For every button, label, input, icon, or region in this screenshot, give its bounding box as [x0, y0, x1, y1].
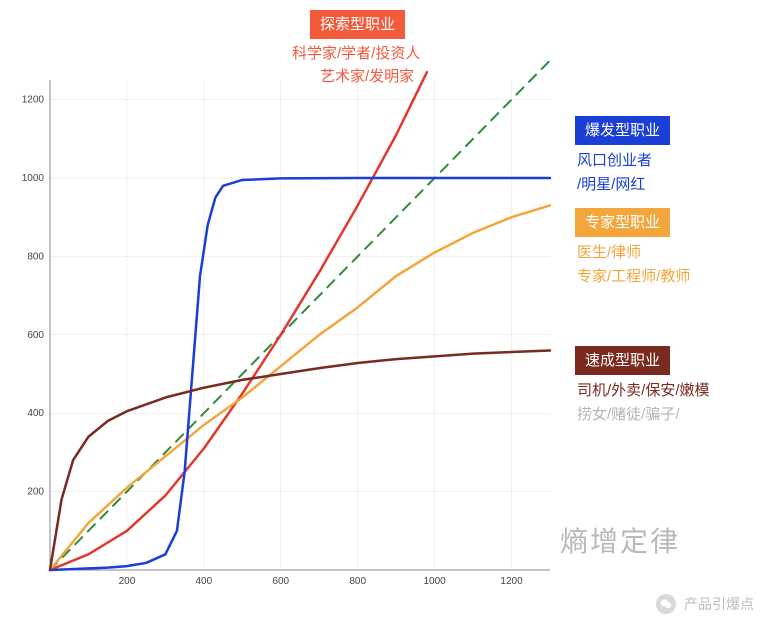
legend-explorer-line1: 科学家/学者/投资人 [292, 43, 420, 66]
svg-text:800: 800 [349, 576, 366, 587]
legend-line-2-1: 捞女/赌徒/骗子/ [577, 404, 680, 427]
svg-text:400: 400 [27, 408, 44, 419]
big-title: 熵增定律 [560, 520, 680, 560]
svg-text:400: 400 [196, 576, 213, 587]
svg-text:1200: 1200 [22, 95, 45, 106]
legend-line-0-0: 风口创业者 [577, 150, 652, 173]
series-quick_brown [50, 350, 550, 570]
legend-line-0-1: /明星/网红 [577, 174, 645, 197]
series-explorer_red [50, 72, 427, 570]
legend-line-1-0: 医生/律师 [577, 242, 641, 265]
legend-header-explorer: 探索型职业 [310, 10, 405, 39]
series-burst_blue [50, 178, 550, 570]
svg-text:800: 800 [27, 251, 44, 262]
svg-text:600: 600 [27, 330, 44, 341]
wechat-mp-icon [656, 594, 676, 614]
footer-text: 产品引爆点 [684, 594, 754, 614]
series-expert_orange [50, 205, 550, 570]
legend-header-1: 专家型职业 [575, 208, 670, 237]
chart-root: 200 400 600 800 1000 1200 200 400 600 800 1000 1200… [0, 0, 772, 624]
svg-text:200: 200 [119, 576, 136, 587]
legend-header-0: 爆发型职业 [575, 116, 670, 145]
svg-text:1000: 1000 [22, 173, 45, 184]
footer: 产品引爆点 [656, 594, 754, 614]
legend-line-1-1: 专家/工程师/教师 [577, 266, 690, 289]
series-diagonal_ref [50, 60, 550, 570]
legend-explorer-line2: 艺术家/发明家 [320, 66, 414, 89]
svg-text:200: 200 [27, 487, 44, 498]
svg-text:600: 600 [272, 576, 289, 587]
svg-text:1200: 1200 [500, 576, 523, 587]
svg-text:1000: 1000 [423, 576, 446, 587]
legend-line-2-0: 司机/外卖/保安/嫩模 [577, 380, 710, 403]
legend-header-2: 速成型职业 [575, 346, 670, 375]
